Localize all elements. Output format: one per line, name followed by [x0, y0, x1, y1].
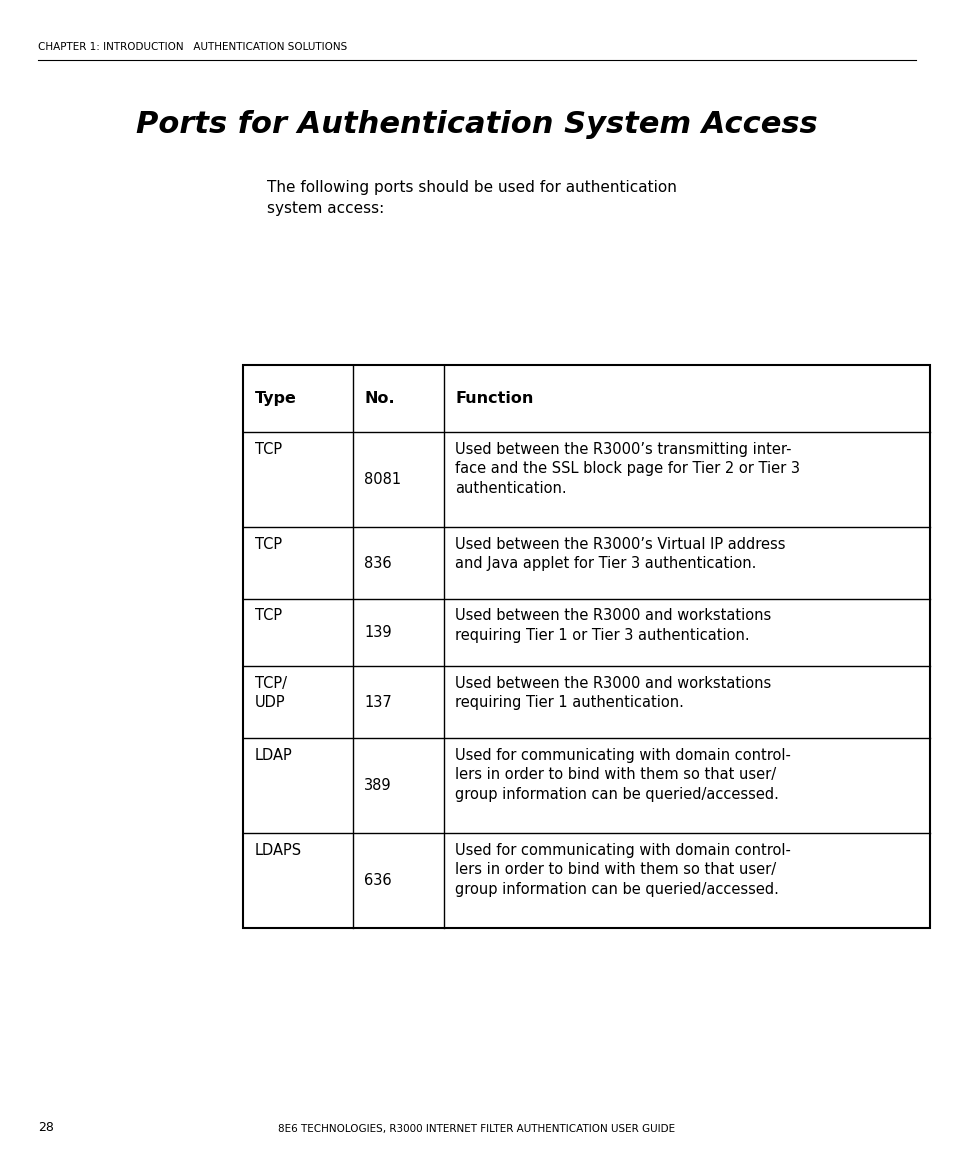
Bar	[243, 365, 929, 928]
Text: Used for communicating with domain control-
lers in order to bind with them so t: Used for communicating with domain contr…	[455, 748, 790, 802]
Text: LDAPS: LDAPS	[254, 843, 301, 858]
Text: TCP/
UDP: TCP/ UDP	[254, 676, 287, 710]
Text: Function: Function	[455, 392, 533, 406]
Text: 8081: 8081	[364, 473, 401, 487]
Text: TCP: TCP	[254, 537, 281, 552]
Text: The following ports should be used for authentication
system access:: The following ports should be used for a…	[267, 180, 677, 216]
Text: 28: 28	[38, 1121, 54, 1134]
Text: 636: 636	[364, 874, 392, 888]
Text: Ports for Authentication System Access: Ports for Authentication System Access	[136, 110, 817, 139]
Text: 8E6 TECHNOLOGIES, R3000 INTERNET FILTER AUTHENTICATION USER GUIDE: 8E6 TECHNOLOGIES, R3000 INTERNET FILTER …	[278, 1123, 675, 1134]
Text: Used between the R3000’s Virtual IP address
and Java applet for Tier 3 authentic: Used between the R3000’s Virtual IP addr…	[455, 537, 784, 571]
Text: Type: Type	[254, 392, 296, 406]
Text: TCP: TCP	[254, 608, 281, 624]
Text: LDAP: LDAP	[254, 748, 293, 763]
Text: 389: 389	[364, 779, 392, 793]
Text: Used between the R3000 and workstations
requiring Tier 1 authentication.: Used between the R3000 and workstations …	[455, 676, 770, 710]
Text: 139: 139	[364, 626, 392, 640]
Text: Used between the R3000 and workstations
requiring Tier 1 or Tier 3 authenticatio: Used between the R3000 and workstations …	[455, 608, 770, 643]
Text: Used between the R3000’s transmitting inter-
face and the SSL block page for Tie: Used between the R3000’s transmitting in…	[455, 442, 800, 496]
Text: CHAPTER 1: INTRODUCTION   AUTHENTICATION SOLUTIONS: CHAPTER 1: INTRODUCTION AUTHENTICATION S…	[38, 42, 347, 52]
Text: No.: No.	[364, 392, 395, 406]
Text: 836: 836	[364, 556, 392, 570]
Text: TCP: TCP	[254, 442, 281, 457]
Text: 137: 137	[364, 695, 392, 709]
Text: Used for communicating with domain control-
lers in order to bind with them so t: Used for communicating with domain contr…	[455, 843, 790, 897]
